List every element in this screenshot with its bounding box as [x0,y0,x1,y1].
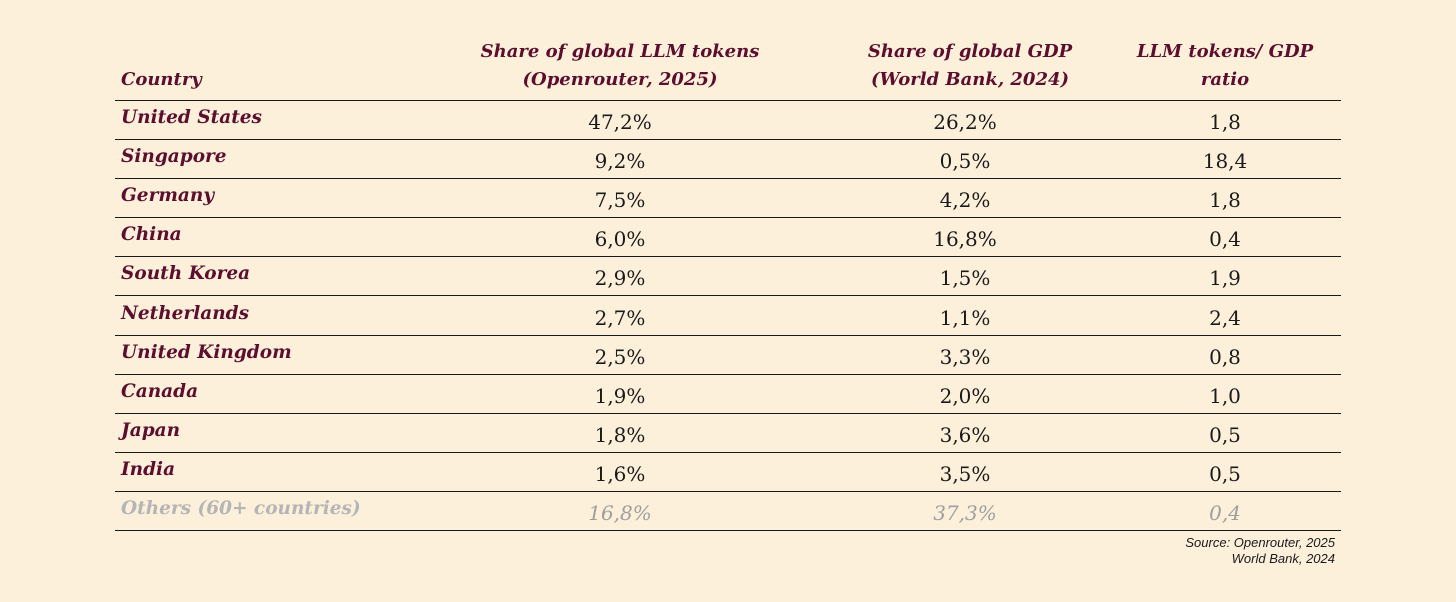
table-row: Netherlands 2,7% 1,1% 2,4 [115,297,1341,336]
cell-llm-share: 2,5% [594,344,646,369]
source-note: Source: Openrouter, 2025 World Bank, 202… [1185,535,1335,567]
source-line-1: Source: Openrouter, 2025 [1185,535,1335,550]
cell-ratio: 1,8 [1209,188,1241,213]
source-line-2: World Bank, 2024 [1231,551,1335,566]
header-gdp-share-line2: (World Bank, 2024) [870,69,1070,90]
table-row: Canada 1,9% 2,0% 1,0 [115,375,1341,414]
cell-country: South Korea [121,263,251,285]
header-country: Country [121,66,202,94]
cell-gdp-share: 26,2% [933,110,997,134]
cell-country: United Kingdom [121,341,292,363]
cell-llm-share: 2,7% [594,305,646,330]
header-llm-share: Share of global LLM tokens (Openrouter, … [445,38,795,94]
table-row: Singapore 9,2% 0,5% 18,4 [115,140,1341,180]
cell-gdp-share: 37,3% [933,501,997,525]
table-row: Germany 7,5% 4,2% 1,8 [115,179,1341,219]
table-row: China 6,0% 16,8% 0,4 [115,218,1341,258]
cell-country: Netherlands [121,302,250,324]
cell-gdp-share: 4,2% [939,188,991,213]
cell-country: Japan [121,419,181,441]
cell-country: Others (60+ countries) [121,498,361,519]
cell-ratio: 0,5 [1209,422,1241,447]
cell-gdp-share: 3,5% [939,461,991,486]
cell-ratio: 0,4 [1209,227,1241,252]
header-llm-share-line2: (Openrouter, 2025) [522,69,718,90]
cell-llm-share: 9,2% [594,149,646,174]
cell-llm-share: 16,8% [588,501,652,525]
table-row: United Kingdom 2,5% 3,3% 0,8 [115,336,1341,375]
table-row: Japan 1,8% 3,6% 0,5 [115,414,1341,453]
header-ratio: LLM tokens/ GDP ratio [1075,38,1375,94]
cell-ratio: 0,5 [1209,461,1241,486]
table-row: Others (60+ countries) 16,8% 37,3% 0,4 [115,492,1341,531]
table-header: Country Share of global LLM tokens (Open… [115,30,1341,101]
cell-ratio: 0,4 [1209,501,1241,525]
cell-ratio: 1,8 [1209,110,1241,134]
cell-llm-share: 1,8% [594,422,646,447]
cell-country: Singapore [121,146,227,168]
cell-gdp-share: 0,5% [939,149,991,174]
cell-llm-share: 6,0% [594,227,646,252]
header-ratio-line2: ratio [1200,69,1250,90]
cell-gdp-share: 3,6% [939,422,991,447]
table-row: India 1,6% 3,5% 0,5 [115,453,1341,492]
cell-ratio: 18,4 [1202,149,1248,174]
cell-llm-share: 1,9% [594,383,646,408]
cell-gdp-share: 1,1% [939,305,991,330]
cell-llm-share: 47,2% [588,110,652,134]
cell-llm-share: 7,5% [594,188,646,213]
cell-gdp-share: 16,8% [933,227,997,252]
header-gdp-share-line1: Share of global GDP [867,41,1073,62]
cell-country: United States [121,107,262,128]
cell-ratio: 0,8 [1209,344,1241,369]
cell-ratio: 1,0 [1209,383,1241,408]
cell-ratio: 2,4 [1209,305,1241,330]
cell-country: China [121,224,182,246]
cell-country: India [121,458,176,480]
cell-llm-share: 1,6% [594,461,646,486]
header-llm-share-line1: Share of global LLM tokens [480,41,760,62]
table-row: United States 47,2% 26,2% 1,8 [115,101,1341,140]
cell-country: Germany [121,185,215,207]
cell-gdp-share: 1,5% [939,266,991,291]
cell-ratio: 1,9 [1209,266,1241,291]
header-country-label: Country [121,69,202,90]
cell-country: Canada [121,380,199,402]
cell-gdp-share: 2,0% [939,383,991,408]
cell-gdp-share: 3,3% [939,344,991,369]
header-gdp-share: Share of global GDP (World Bank, 2024) [800,38,1140,94]
header-ratio-line1: LLM tokens/ GDP [1136,41,1314,62]
cell-llm-share: 2,9% [594,266,646,291]
table-row: South Korea 2,9% 1,5% 1,9 [115,257,1341,297]
